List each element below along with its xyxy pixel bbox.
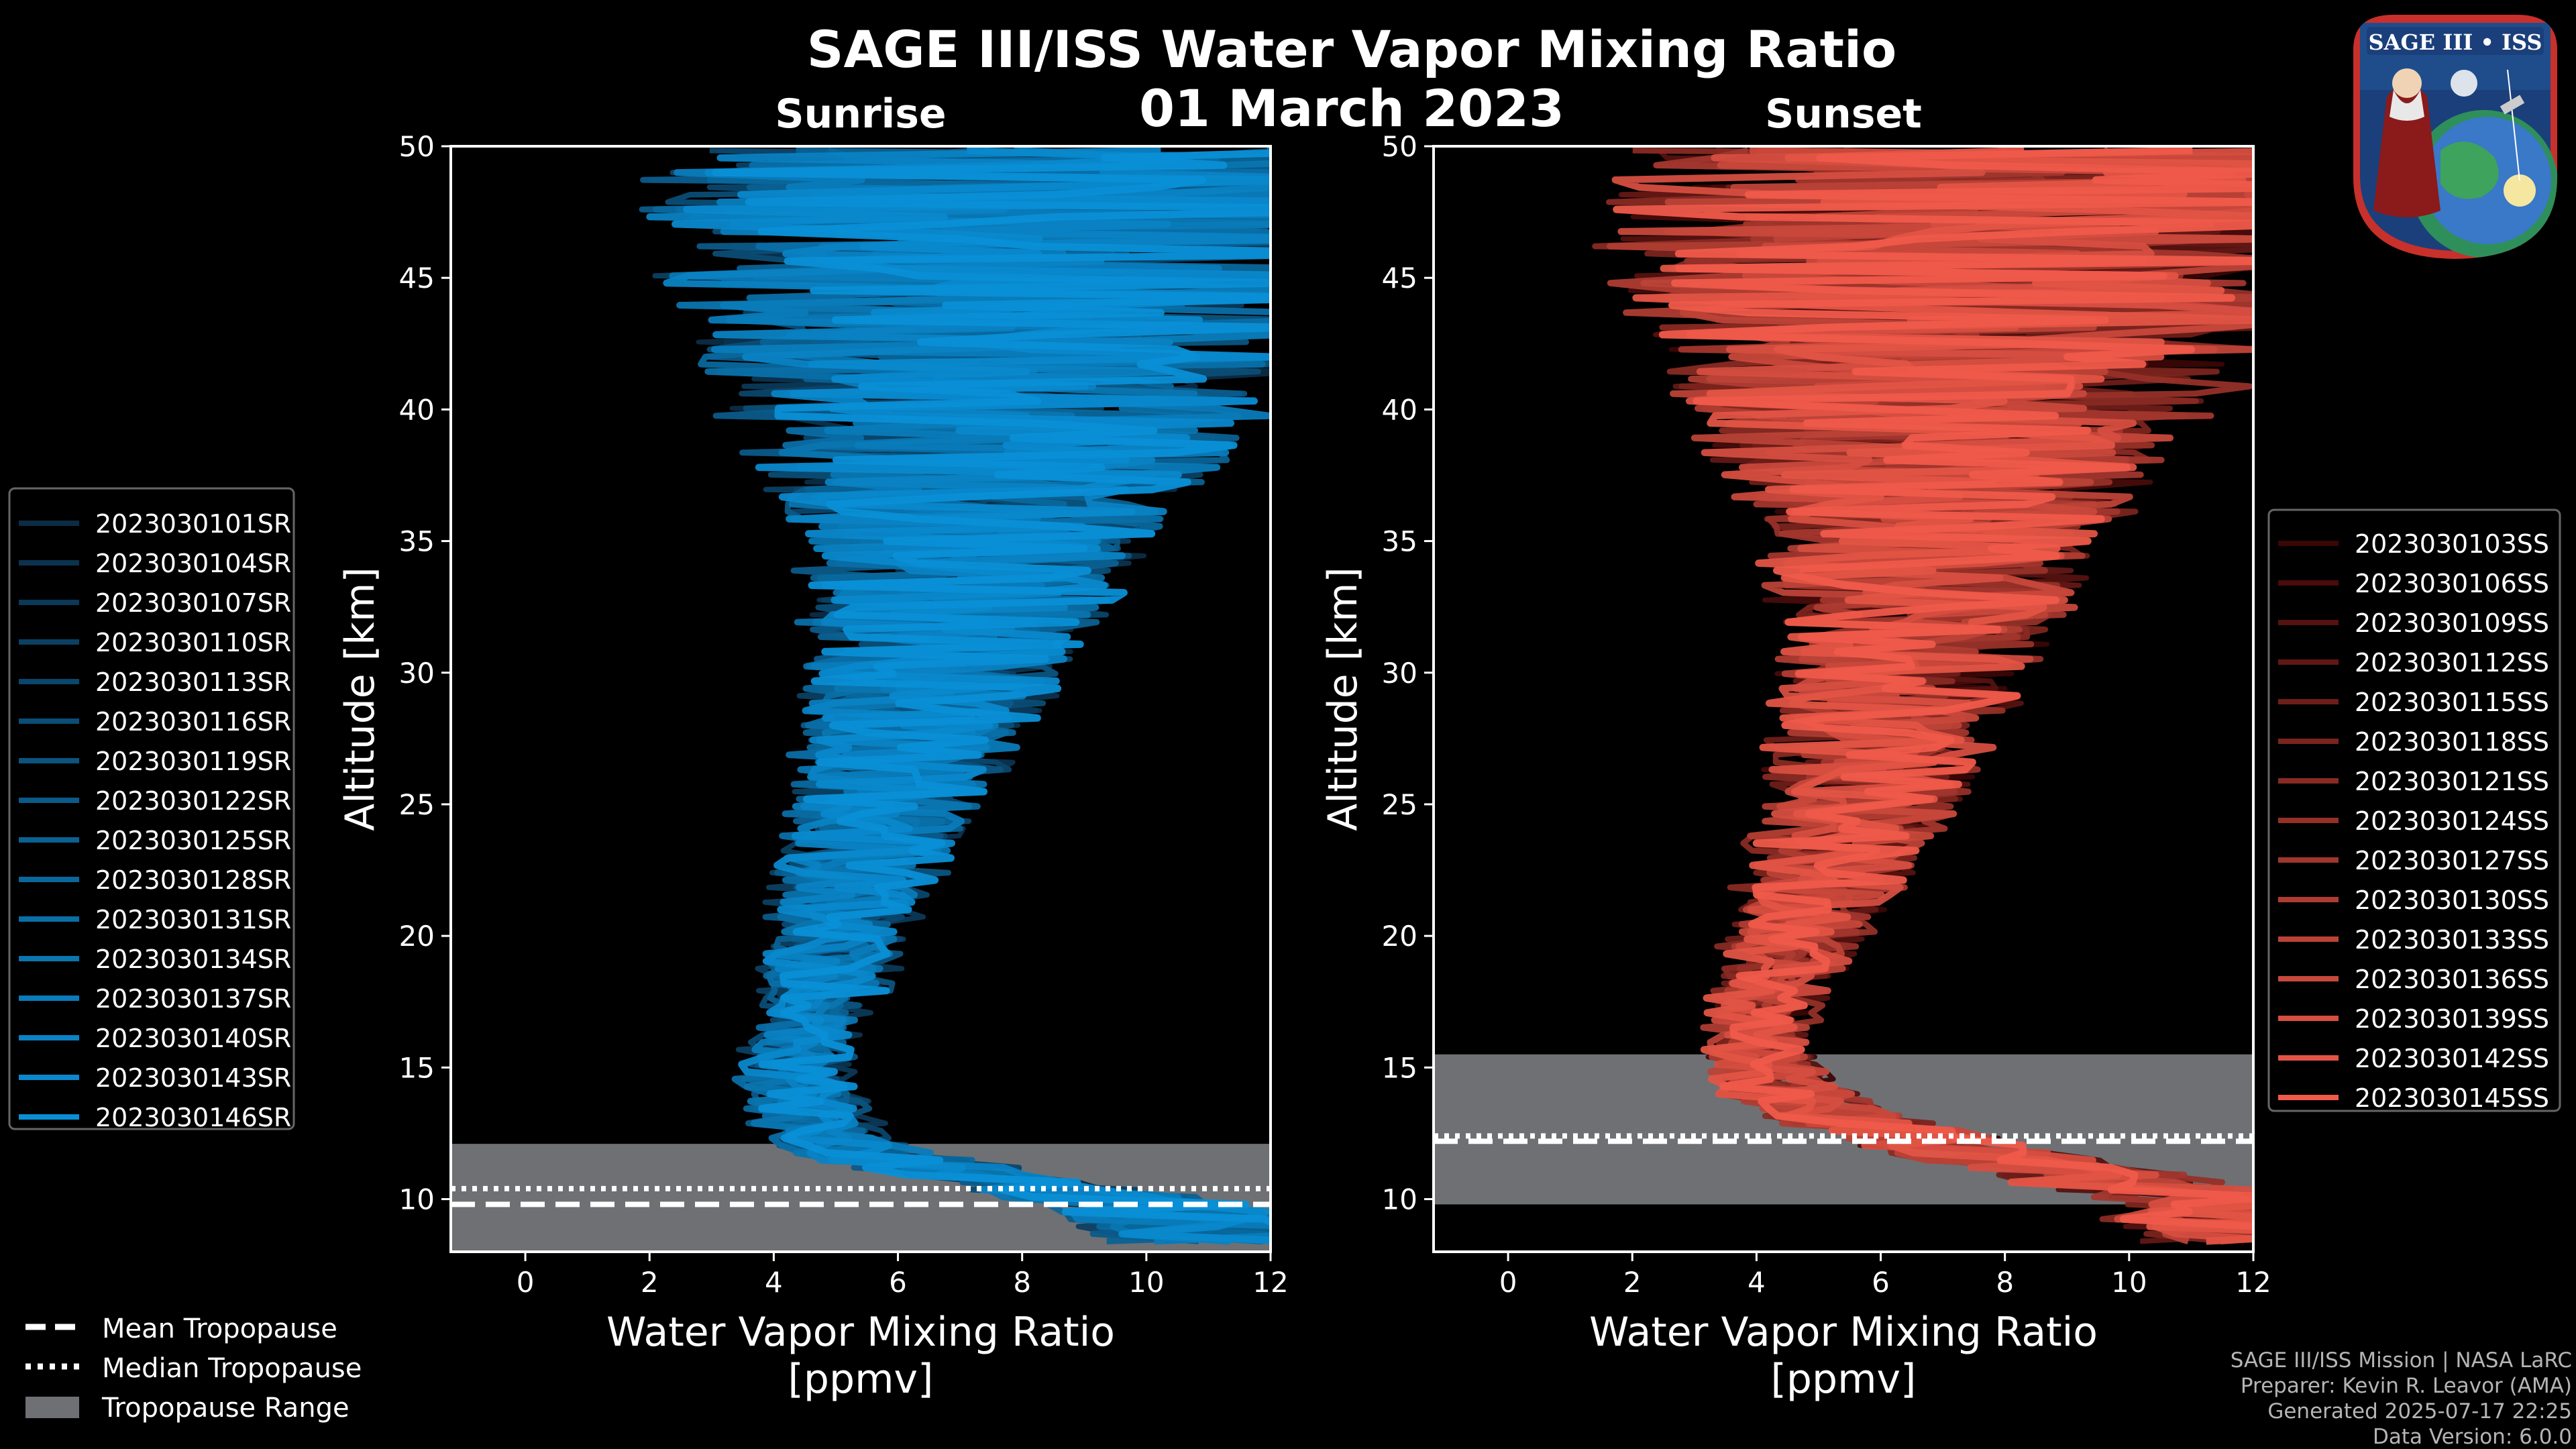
footer-line-1: SAGE III/ISS Mission | NASA LaRC [2231,1348,2572,1373]
legend-tropopause: Mean Tropopause Median Tropopause Tropop… [25,1313,362,1424]
legend-ss-label: 2023030124SS [2355,806,2549,836]
x-tick-label: 0 [1499,1266,1517,1299]
legend-ss-label: 2023030121SS [2355,767,2549,796]
legend-sr-label: 2023030104SR [95,549,291,578]
sunset-panel: Sunset 0 2 4 6 8 10 12 10 15 20 25 30 35 40 45 50 Water … [1320,91,2271,1403]
y-tick-label: 30 [1382,657,1417,690]
x-tick-label: 8 [1996,1266,2014,1299]
legend-ss-label: 2023030139SS [2355,1004,2549,1034]
legend-sr-label: 2023030146SR [95,1103,291,1132]
x-tick-label: 10 [1128,1266,1164,1299]
profile-2023030145SS [1613,146,2253,1230]
x-axis-label: [ppmv] [1771,1356,1917,1403]
x-tick-label: 4 [765,1266,783,1299]
figure-date: 01 March 2023 [1139,78,1564,138]
y-tick-label: 40 [1382,393,1417,426]
legend-sr-label: 2023030128SR [95,865,291,895]
legend-sr-label: 2023030125SR [95,826,291,855]
x-tick-label: 4 [1748,1266,1766,1299]
x-tick-label: 0 [517,1266,535,1299]
legend-sr-label: 2023030134SR [95,945,291,974]
y-tick-label: 50 [399,130,435,163]
x-axis-label: [ppmv] [788,1356,934,1403]
profile-2023030136SS [1617,147,2253,1228]
x-axis-label: Water Vapor Mixing Ratio [606,1309,1115,1356]
legend-sunrise: 2023030101SR 2023030104SR 2023030107SR 2023… [8,487,295,1132]
plot-area [1434,146,2253,1245]
plot-area [451,146,1271,1252]
legend-sr-label: 2023030101SR [95,509,291,539]
legend-sunset: 2023030103SS 2023030106SS 2023030109SS 2023… [2267,508,2561,1113]
legend-sr-label: 2023030131SR [95,905,291,934]
y-tick-label: 45 [1382,262,1417,294]
y-tick-label: 30 [399,657,435,690]
y-tick-label: 15 [1382,1051,1417,1084]
legend-range-label: Tropopause Range [101,1393,350,1424]
y-tick-label: 40 [399,393,435,426]
legend-range-patch [25,1397,79,1418]
x-tick-label: 8 [1013,1266,1031,1299]
legend-sr-label: 2023030140SR [95,1024,291,1053]
y-tick-label: 45 [399,262,435,294]
y-tick-label: 10 [1382,1183,1417,1216]
y-tick-label: 15 [399,1051,435,1084]
legend-sr-label: 2023030110SR [95,628,291,657]
panel-title-sunrise: Sunrise [775,91,946,138]
x-axis-label: Water Vapor Mixing Ratio [1589,1309,2098,1356]
x-tick-label: 2 [1623,1266,1642,1299]
legend-ss-label: 2023030133SS [2355,925,2549,955]
legend-ss-label: 2023030127SS [2355,846,2549,875]
profile-2023030146SR [712,149,1271,1227]
legend-mean-label: Mean Tropopause [102,1313,337,1344]
legend-ss-label: 2023030103SS [2355,529,2549,559]
legend-ss-label: 2023030145SS [2355,1083,2549,1113]
legend-sr-label: 2023030119SR [95,747,291,776]
y-tick-label: 35 [1382,525,1417,558]
legend-sunrise-frame [8,487,295,1130]
y-tick-label: 20 [1382,920,1417,953]
legend-ss-label: 2023030112SS [2355,648,2549,678]
legend-sr-label: 2023030122SR [95,786,291,816]
legend-sunset-frame [2267,508,2561,1112]
y-tick-label: 20 [399,920,435,953]
legend-median-label: Median Tropopause [102,1353,362,1384]
footer-line-2: Preparer: Kevin R. Leavor (AMA) [2241,1374,2572,1398]
x-tick-label: 10 [2111,1266,2147,1299]
footer-line-4: Data Version: 6.0.0 [2373,1425,2572,1449]
y-tick-label: 25 [399,788,435,821]
legend-sr-label: 2023030143SR [95,1063,291,1093]
plot-frame [1432,145,2255,1253]
footer: SAGE III/ISS Mission | NASA LaRC Prepare… [2231,1348,2572,1449]
footer-line-3: Generated 2025-07-17 22:25 [2267,1399,2572,1424]
legend-ss-label: 2023030109SS [2355,608,2549,638]
legend-sr-label: 2023030116SR [95,707,291,737]
panel-title-sunset: Sunset [1765,91,1922,138]
x-tick-label: 6 [889,1266,907,1299]
x-tick-label: 12 [2235,1266,2271,1299]
y-tick-label: 25 [1382,788,1417,821]
y-tick-label: 50 [1382,130,1417,163]
legend-sr-label: 2023030137SR [95,984,291,1014]
y-axis-label: Altitude [km] [1320,567,1366,831]
plot-frame [449,145,1272,1253]
x-tick-label: 12 [1252,1266,1288,1299]
legend-ss-label: 2023030142SS [2355,1044,2549,1073]
mission-patch-icon: SAGE III • ISS [2353,15,2557,259]
x-tick-label: 2 [641,1266,659,1299]
sunrise-panel: Sunrise 0 2 4 6 8 10 12 10 15 20 25 30 35 40 45 50 Water… [337,91,1289,1403]
y-tick-label: 10 [399,1183,435,1216]
logo-text: SAGE III • ISS [2369,30,2542,55]
figure-title: SAGE III/ISS Water Vapor Mixing Ratio [807,19,1897,79]
y-axis-label: Altitude [km] [337,567,384,831]
legend-ss-label: 2023030106SS [2355,569,2549,598]
legend-ss-label: 2023030130SS [2355,885,2549,915]
x-tick-label: 6 [1872,1266,1890,1299]
legend-sr-label: 2023030113SR [95,667,291,697]
legend-ss-label: 2023030115SS [2355,688,2549,717]
legend-ss-label: 2023030136SS [2355,965,2549,994]
y-tick-label: 35 [399,525,435,558]
legend-ss-label: 2023030118SS [2355,727,2549,757]
legend-sr-label: 2023030107SR [95,588,291,618]
